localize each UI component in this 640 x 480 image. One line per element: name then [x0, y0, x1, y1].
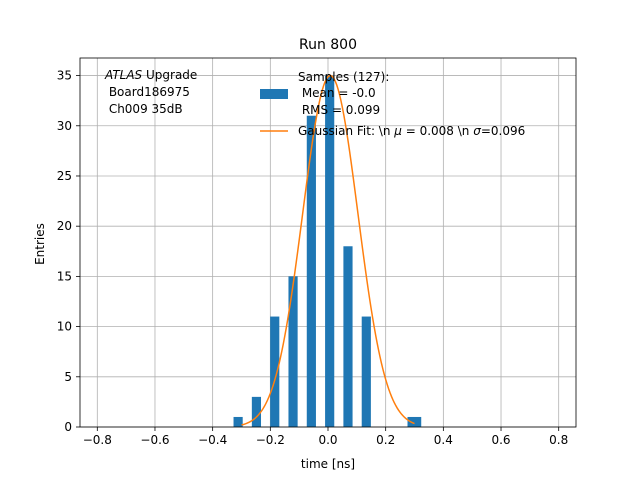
x-tick-label: −0.6	[140, 433, 169, 447]
x-tick-label: 0.2	[376, 433, 395, 447]
y-axis-label: Entries	[33, 223, 47, 265]
annotation-line-3: Ch009 35dB	[105, 102, 183, 116]
legend-fit-label: Gaussian Fit: \n μ = 0.008 \n σ=0.096	[298, 124, 525, 138]
legend-hist-label-line-1: Samples (127):	[298, 70, 389, 84]
x-tick-label: 0.4	[434, 433, 453, 447]
legend-hist-label-line-3: RMS = 0.099	[298, 103, 380, 117]
x-axis-label: time [ns]	[301, 457, 355, 471]
annotation-line-1: ATLAS Upgrade	[104, 68, 197, 82]
histogram-bar	[270, 316, 280, 427]
y-tick-label: 30	[57, 119, 72, 133]
x-tick-label: 0.6	[491, 433, 510, 447]
histogram-bar	[288, 276, 298, 427]
y-tick-label: 15	[57, 269, 72, 283]
y-tick-label: 5	[64, 370, 72, 384]
y-tick-label: 20	[57, 219, 72, 233]
histogram-bar	[306, 115, 316, 428]
x-tick-label: −0.8	[83, 433, 112, 447]
y-tick-label: 35	[57, 69, 72, 83]
legend-hist-label-line-2: Mean = -0.0	[298, 86, 376, 100]
y-tick-label: 10	[57, 320, 72, 334]
legend: Samples (127): Mean = -0.0 RMS = 0.099 G…	[260, 70, 525, 138]
x-tick-label: −0.2	[256, 433, 285, 447]
atlas-annotation: ATLAS Upgrade Board186975 Ch009 35dB	[104, 68, 197, 116]
histogram-bars	[233, 75, 422, 428]
y-ticks: 0 5 10 15 20 25 30 35	[57, 69, 80, 434]
gaussian-fit-line	[241, 74, 415, 426]
legend-hist-swatch	[260, 89, 288, 99]
annotation-line-2: Board186975	[105, 85, 190, 99]
y-tick-label: 25	[57, 169, 72, 183]
x-tick-label: −0.4	[198, 433, 227, 447]
histogram-bar	[233, 416, 243, 427]
x-tick-label: 0.8	[549, 433, 568, 447]
histogram-bar	[407, 416, 422, 427]
x-ticks: −0.8 −0.6 −0.4 −0.2 0.0 0.2 0.4 0.6 0.8	[83, 427, 568, 447]
x-tick-label: 0.0	[318, 433, 337, 447]
histogram-bar	[343, 246, 353, 427]
y-tick-label: 0	[64, 420, 72, 434]
histogram-bar	[251, 396, 262, 427]
histogram-bar	[325, 75, 335, 428]
histogram-bar	[361, 316, 371, 427]
chart-title: Run 800	[299, 37, 357, 53]
